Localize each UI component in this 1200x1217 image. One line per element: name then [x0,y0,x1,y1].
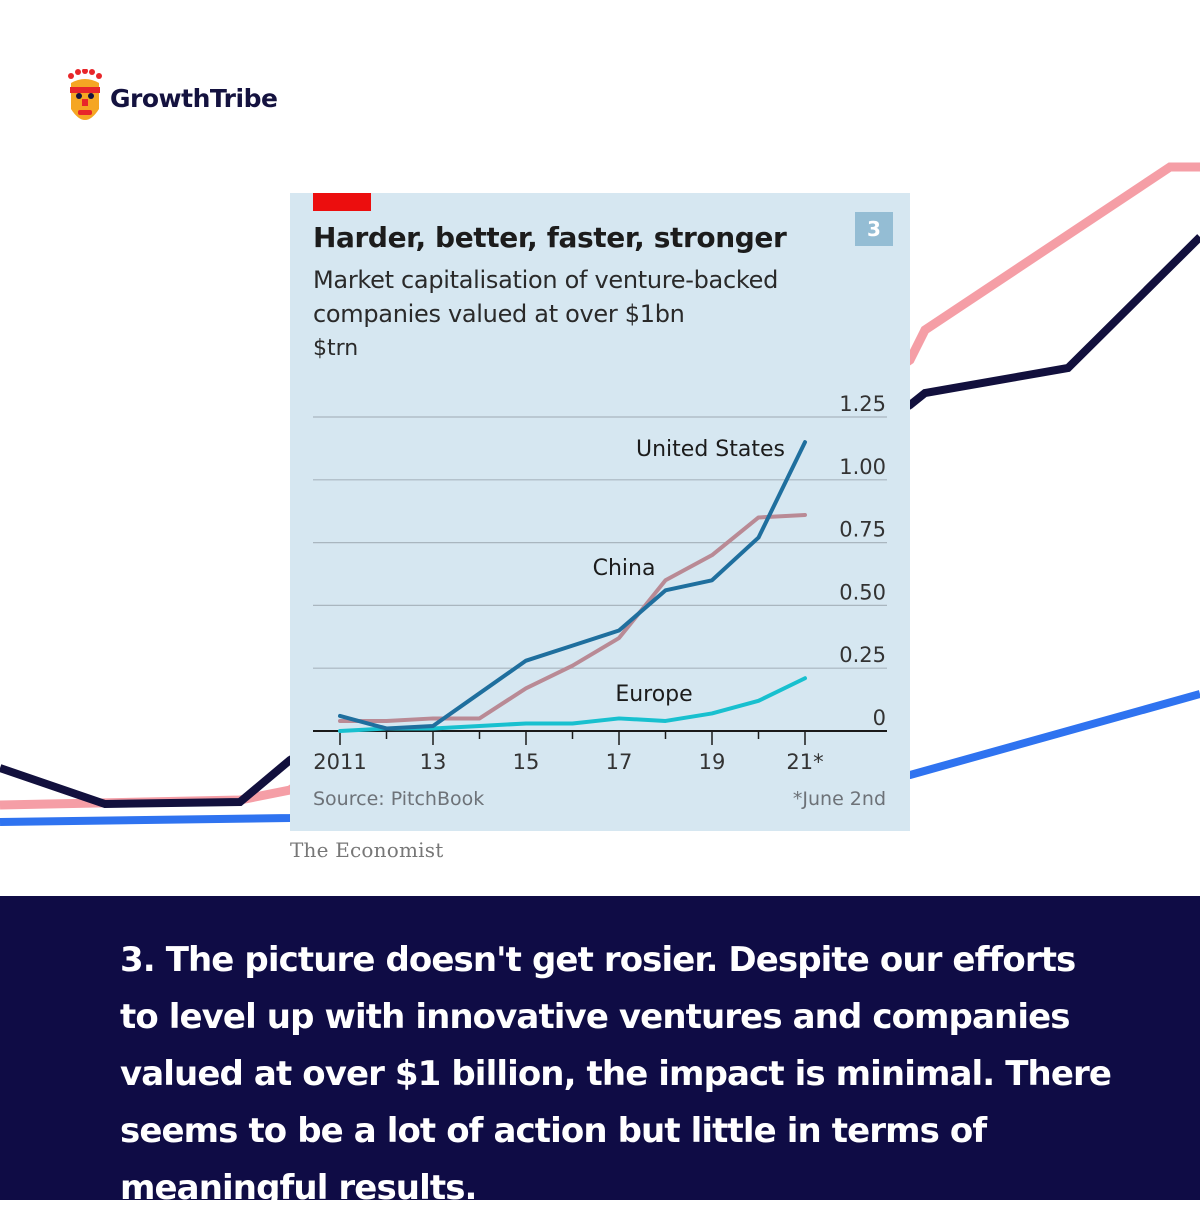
chart-title: Harder, better, faster, stronger [313,221,787,254]
chart-unit: $trn [313,336,359,361]
series-label: Europe [615,682,692,707]
chart-footnote: *June 2nd [792,788,886,810]
chart-subtitle: Market capitalisation of venture-backed … [313,266,779,328]
series-line-europe [338,676,807,733]
tribe-mask-icon [68,69,102,120]
brand-logo: GrowthTribe [66,68,278,128]
chart-source: Source: PitchBook [313,788,485,810]
chart-card: 3 Harder, better, faster, stronger Marke… [290,193,910,831]
y-tick-label: 0.75 [839,518,886,542]
x-tick-label: 2011 [313,750,366,774]
line-chart: 0 0.25 0.50 0.75 1.00 1.25 2011 13 15 17 19 21* Unit… [313,392,887,774]
y-tick-label: 1.00 [839,455,886,479]
chart-number-badge: 3 [855,212,893,246]
series-label: China [593,556,656,581]
x-tick-label: 19 [699,750,726,774]
y-tick-label: 0.50 [839,580,886,604]
series-label: United States [636,437,785,462]
x-tick-label: 17 [606,750,633,774]
x-tick-label: 15 [513,750,540,774]
caption-panel: 3. The picture doesn't get rosier. Despi… [0,896,1200,1208]
series-line-united-states [338,440,807,731]
x-tick-label: 13 [420,750,447,774]
accent-tab [313,193,371,211]
y-tick-label: 0 [873,706,886,730]
publisher-credit: The Economist [290,838,444,862]
y-tick-label: 0.25 [839,643,886,667]
x-tick-label: 21* [786,750,823,774]
y-tick-label: 1.25 [839,392,886,416]
caption-text: 3. The picture doesn't get rosier. Despi… [120,940,1112,1208]
series-line-china [338,512,807,723]
brand-name: GrowthTribe [110,83,278,113]
